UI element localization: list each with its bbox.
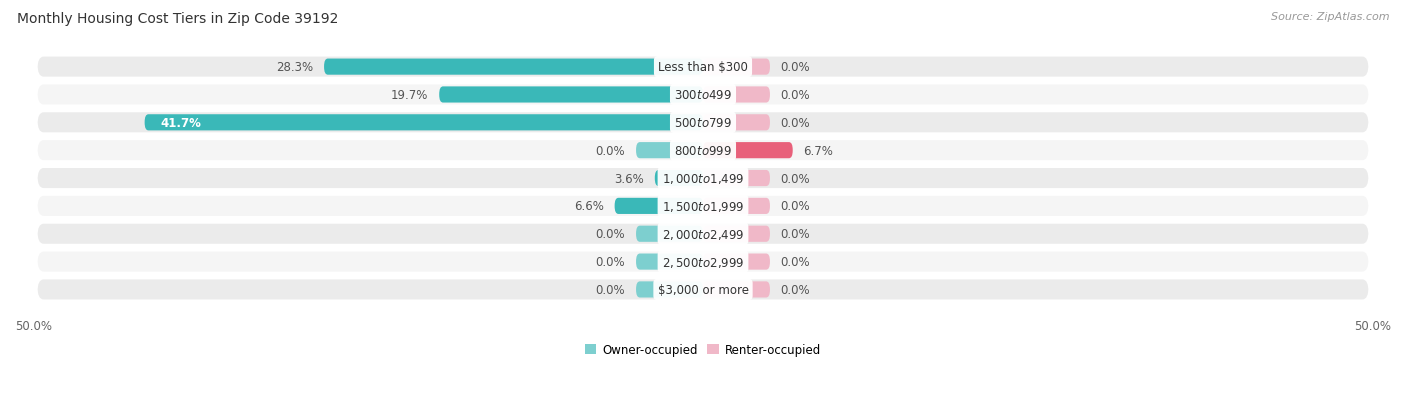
- Text: 0.0%: 0.0%: [596, 144, 626, 157]
- Text: 19.7%: 19.7%: [391, 89, 429, 102]
- FancyBboxPatch shape: [614, 198, 703, 214]
- Text: 28.3%: 28.3%: [276, 61, 314, 74]
- FancyBboxPatch shape: [703, 198, 770, 214]
- FancyBboxPatch shape: [145, 115, 703, 131]
- FancyBboxPatch shape: [38, 57, 1368, 78]
- Text: Less than $300: Less than $300: [658, 61, 748, 74]
- Text: 0.0%: 0.0%: [780, 228, 810, 241]
- FancyBboxPatch shape: [636, 254, 703, 270]
- Text: $3,000 or more: $3,000 or more: [658, 283, 748, 296]
- Text: $1,500 to $1,999: $1,500 to $1,999: [662, 199, 744, 214]
- Text: 6.7%: 6.7%: [803, 144, 834, 157]
- FancyBboxPatch shape: [38, 141, 1368, 161]
- Text: $1,000 to $1,499: $1,000 to $1,499: [662, 172, 744, 185]
- Text: $300 to $499: $300 to $499: [673, 89, 733, 102]
- FancyBboxPatch shape: [38, 196, 1368, 216]
- FancyBboxPatch shape: [703, 282, 770, 298]
- Text: 0.0%: 0.0%: [780, 116, 810, 130]
- FancyBboxPatch shape: [38, 85, 1368, 105]
- FancyBboxPatch shape: [636, 143, 703, 159]
- FancyBboxPatch shape: [38, 113, 1368, 133]
- Text: 6.6%: 6.6%: [574, 200, 605, 213]
- Text: $2,500 to $2,999: $2,500 to $2,999: [662, 255, 744, 269]
- Text: 0.0%: 0.0%: [780, 200, 810, 213]
- Text: 0.0%: 0.0%: [780, 283, 810, 296]
- Text: 0.0%: 0.0%: [780, 61, 810, 74]
- Text: $2,000 to $2,499: $2,000 to $2,499: [662, 227, 744, 241]
- FancyBboxPatch shape: [38, 224, 1368, 244]
- Text: Source: ZipAtlas.com: Source: ZipAtlas.com: [1271, 12, 1389, 22]
- Text: 0.0%: 0.0%: [596, 256, 626, 268]
- Text: 0.0%: 0.0%: [596, 228, 626, 241]
- Text: 0.0%: 0.0%: [596, 283, 626, 296]
- FancyBboxPatch shape: [655, 171, 703, 187]
- FancyBboxPatch shape: [636, 282, 703, 298]
- Legend: Owner-occupied, Renter-occupied: Owner-occupied, Renter-occupied: [579, 338, 827, 361]
- Text: $800 to $999: $800 to $999: [673, 144, 733, 157]
- FancyBboxPatch shape: [38, 280, 1368, 300]
- Text: 3.6%: 3.6%: [614, 172, 644, 185]
- FancyBboxPatch shape: [703, 87, 770, 103]
- FancyBboxPatch shape: [636, 226, 703, 242]
- Text: $500 to $799: $500 to $799: [673, 116, 733, 130]
- FancyBboxPatch shape: [703, 254, 770, 270]
- FancyBboxPatch shape: [38, 252, 1368, 272]
- Text: Monthly Housing Cost Tiers in Zip Code 39192: Monthly Housing Cost Tiers in Zip Code 3…: [17, 12, 339, 26]
- FancyBboxPatch shape: [703, 59, 770, 76]
- Text: 41.7%: 41.7%: [160, 116, 201, 130]
- Text: 0.0%: 0.0%: [780, 172, 810, 185]
- FancyBboxPatch shape: [439, 87, 703, 103]
- FancyBboxPatch shape: [703, 143, 793, 159]
- Text: 0.0%: 0.0%: [780, 89, 810, 102]
- FancyBboxPatch shape: [703, 171, 770, 187]
- FancyBboxPatch shape: [323, 59, 703, 76]
- FancyBboxPatch shape: [703, 226, 770, 242]
- Text: 0.0%: 0.0%: [780, 256, 810, 268]
- FancyBboxPatch shape: [38, 169, 1368, 189]
- FancyBboxPatch shape: [703, 115, 770, 131]
